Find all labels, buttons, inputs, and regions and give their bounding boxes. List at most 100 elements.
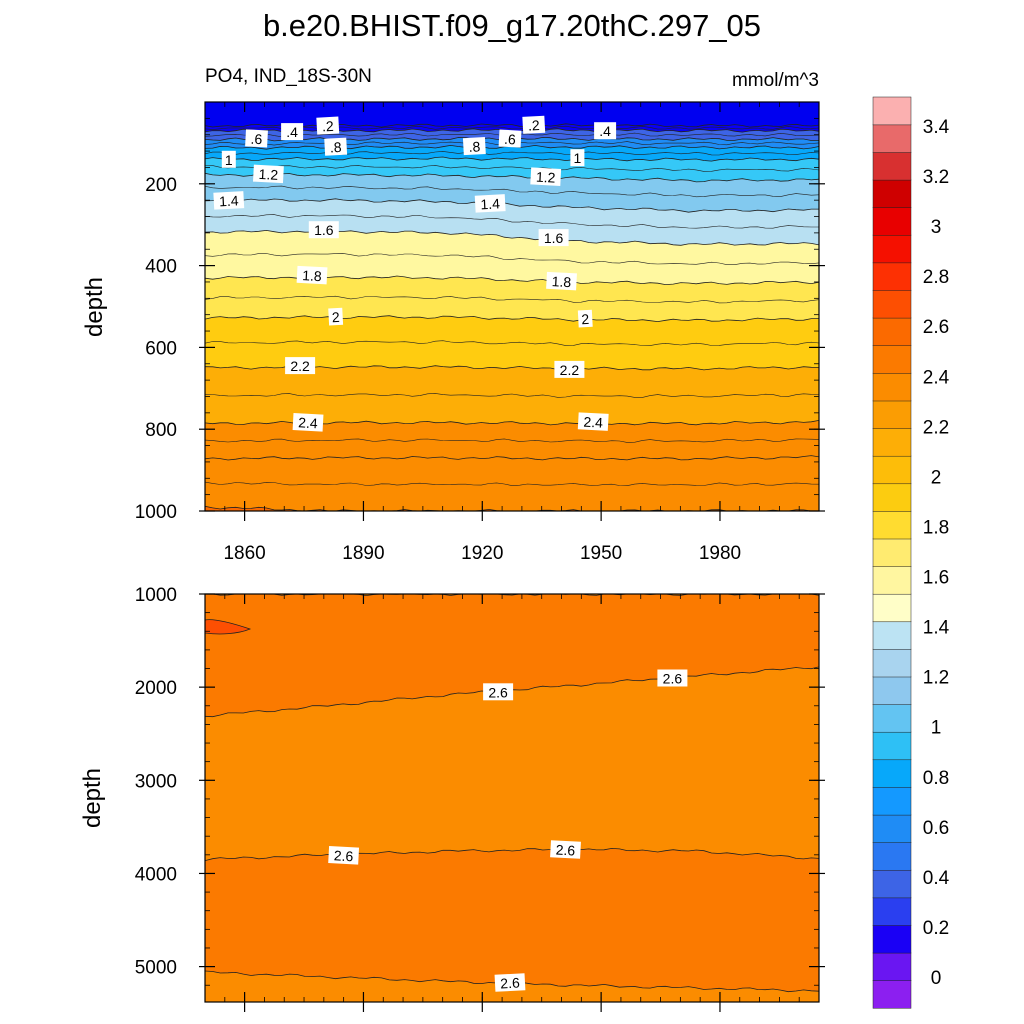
contour-label-text: .4 xyxy=(286,124,298,140)
contour-label: 1 xyxy=(570,149,585,167)
contour-line xyxy=(205,847,819,861)
contour-label: 1.2 xyxy=(253,164,284,184)
contour-label: 2.2 xyxy=(554,360,585,378)
upper-filled-contours xyxy=(205,102,819,511)
contour-label-text: 1.6 xyxy=(314,222,334,238)
contour-label-box xyxy=(316,116,340,135)
y-tick-label: 1000 xyxy=(135,502,177,523)
colorbar-box xyxy=(872,455,912,485)
contour-label-text: 1.2 xyxy=(258,166,278,183)
contour-label-text: .4 xyxy=(599,123,611,139)
chart-title: b.e20.BHIST.f09_g17.20thC.297_05 xyxy=(263,8,761,43)
x-tick-label: 1890 xyxy=(342,543,384,564)
contour-fill-band xyxy=(205,848,819,1002)
contour-line-minor xyxy=(205,151,819,156)
contour-label: 1.2 xyxy=(530,167,562,186)
contour-fill-high-blob xyxy=(205,619,251,635)
contour-line xyxy=(205,455,819,461)
contour-label-text: .6 xyxy=(250,131,263,148)
contour-label: .8 xyxy=(324,137,348,156)
y-tick-label: 1000 xyxy=(135,585,177,606)
contour-label: 2 xyxy=(328,307,344,326)
lower-contour-labels: 2.6 2.6 2.6 2.6 2.6 xyxy=(328,669,688,992)
contour-label-box xyxy=(577,412,609,431)
x-tick-label: 1950 xyxy=(580,543,622,564)
contour-label-text: .6 xyxy=(504,131,517,148)
contour-label-text: 1.4 xyxy=(219,192,239,209)
contour-line-minor xyxy=(205,295,819,304)
contour-label: .4 xyxy=(594,122,617,140)
colorbar-tick-label: 3 xyxy=(931,217,942,238)
contour-label-text: 1.6 xyxy=(544,230,564,246)
contour-label-box xyxy=(657,669,688,687)
contour-line-minor xyxy=(205,393,819,398)
contour-label-box xyxy=(550,840,581,859)
colorbar-box xyxy=(872,980,912,1009)
upper-y-axis-label: depth xyxy=(81,277,108,337)
colorbar-box xyxy=(872,345,912,374)
contour-label: 1.8 xyxy=(296,265,328,285)
contour-label-box xyxy=(328,307,344,326)
contour-line xyxy=(205,198,819,213)
colorbar-box xyxy=(872,924,912,954)
lower-plot-frame xyxy=(204,593,820,1003)
contour-line-minor xyxy=(205,481,819,487)
colorbar-box xyxy=(872,124,912,153)
colorbar-box xyxy=(872,814,912,843)
contour-label: 2 xyxy=(577,309,593,328)
contour-label: 1 xyxy=(221,150,236,168)
contour-label-text: 2 xyxy=(331,309,340,325)
contour-line-minor xyxy=(205,214,819,229)
colorbar-tick-label: 0.2 xyxy=(923,918,949,939)
contour-label: 1.6 xyxy=(538,229,569,247)
colorbar-tick-label: 2.4 xyxy=(923,367,950,388)
contour-label: 2.6 xyxy=(328,846,360,865)
upper-panel: .2 .2 .4 .4 .6 .6 .8 .8 1 1 1.2 1.2 1.4 1.4 1.6 1.6 1.8 1… xyxy=(81,101,825,523)
colorbar-box xyxy=(872,289,912,319)
contour-label-box xyxy=(328,846,360,865)
colorbar-box xyxy=(872,731,912,761)
contour-label: 2.4 xyxy=(577,412,609,431)
contour-line xyxy=(205,594,819,597)
contour-label-text: 2.6 xyxy=(333,847,353,864)
colorbar-box xyxy=(872,759,912,788)
contour-label-box xyxy=(292,413,324,432)
colorbar-box xyxy=(872,676,912,705)
contour-label-text: 1.8 xyxy=(551,273,571,290)
contour-line-minor xyxy=(205,340,819,346)
colorbar-box xyxy=(872,621,912,650)
contour-label-text: 2.6 xyxy=(500,974,520,991)
contour-label-box xyxy=(554,360,585,378)
contour-label-box xyxy=(308,221,339,239)
colorbar-tick-label: 0 xyxy=(931,968,942,989)
contour-label-box xyxy=(594,122,617,140)
contour-label: 1.6 xyxy=(308,221,339,239)
units-subtitle: mmol/m^3 xyxy=(732,70,819,91)
colorbar-box xyxy=(872,234,912,264)
colorbar-tick-label: 2.2 xyxy=(923,417,949,438)
contour-label-text: 2.4 xyxy=(583,414,603,431)
contour-label-text: 1.8 xyxy=(302,267,322,284)
contour-label-text: 2.4 xyxy=(298,414,318,431)
colorbar-tick-label: 1 xyxy=(931,718,942,739)
contour-label-box xyxy=(285,357,316,375)
colorbar-box xyxy=(872,317,912,346)
colorbar-box xyxy=(872,704,912,733)
lower-panel: 2.6 2.6 2.6 2.6 2.6 1000 2000 3000 4000 5000 dep… xyxy=(79,585,825,1012)
colorbar-box xyxy=(872,372,912,402)
contour-label-box xyxy=(245,129,268,148)
colorbar-box xyxy=(872,897,912,926)
contour-label-box xyxy=(538,229,569,247)
contour-line-minor xyxy=(205,438,819,443)
contour-label-box xyxy=(296,265,328,285)
colorbar-tick-label: 3.4 xyxy=(923,117,950,138)
colorbar-tick-label: 1.6 xyxy=(923,568,949,589)
contour-label: 2.6 xyxy=(550,840,581,859)
contour-label-text: 2.6 xyxy=(663,671,683,687)
contour-label: 1.4 xyxy=(474,194,506,213)
colorbar-box xyxy=(872,262,912,291)
colorbar-box xyxy=(872,538,912,567)
colorbar-box xyxy=(872,96,912,126)
x-tick-label: 1860 xyxy=(223,543,265,564)
